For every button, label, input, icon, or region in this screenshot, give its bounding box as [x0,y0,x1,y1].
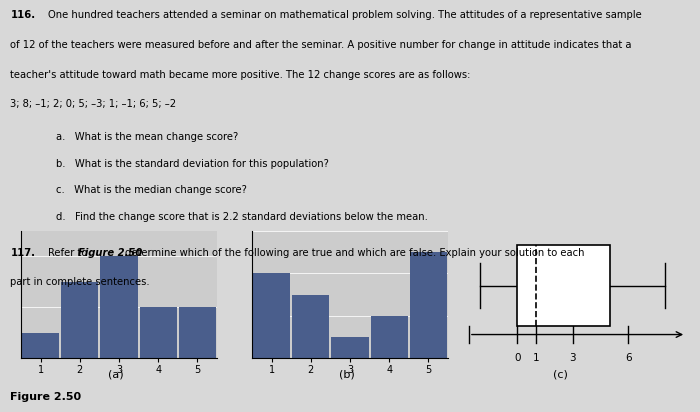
Text: b.   What is the standard deviation for this population?: b. What is the standard deviation for th… [56,159,329,169]
Text: part in complete sentences.: part in complete sentences. [10,277,150,287]
Bar [61,282,99,358]
Text: 3: 3 [570,353,576,363]
Text: d.   Find the change score that is 2.2 standard deviations below the mean.: d. Find the change score that is 2.2 sta… [56,212,428,222]
Bar [100,256,138,358]
Text: determine which of the following are true and which are false. Explain your solu: determine which of the following are tru… [125,248,584,258]
Bar [292,295,330,358]
Text: (b): (b) [339,369,354,379]
Bar [370,316,408,358]
Text: 0: 0 [514,353,521,363]
Bar [22,333,60,358]
Text: c.   What is the median change score?: c. What is the median change score? [56,185,247,195]
Text: 3; 8; –1; 2; 0; 5; –3; 1; –1; 6; 5; –2: 3; 8; –1; 2; 0; 5; –3; 1; –1; 6; 5; –2 [10,99,176,109]
Bar [139,307,177,358]
Text: Figure 2.50: Figure 2.50 [10,392,82,402]
Text: (c): (c) [552,369,568,379]
Text: teacher's attitude toward math became more positive. The 12 change scores are as: teacher's attitude toward math became mo… [10,70,471,80]
Bar [331,337,369,358]
Text: of 12 of the teachers were measured before and after the seminar. A positive num: of 12 of the teachers were measured befo… [10,40,632,50]
Bar [410,252,447,358]
Text: 117.: 117. [10,248,36,258]
Text: (a): (a) [108,369,123,379]
Bar [178,307,216,358]
Bar [253,273,290,358]
Text: Refer to: Refer to [48,248,90,258]
Text: a.   What is the mean change score?: a. What is the mean change score? [56,132,238,142]
Text: 6: 6 [625,353,631,363]
Text: 1: 1 [533,353,539,363]
Text: One hundred teachers attended a seminar on mathematical problem solving. The att: One hundred teachers attended a seminar … [48,10,641,20]
Text: Figure 2.50: Figure 2.50 [78,248,142,258]
Text: 116.: 116. [10,10,36,20]
